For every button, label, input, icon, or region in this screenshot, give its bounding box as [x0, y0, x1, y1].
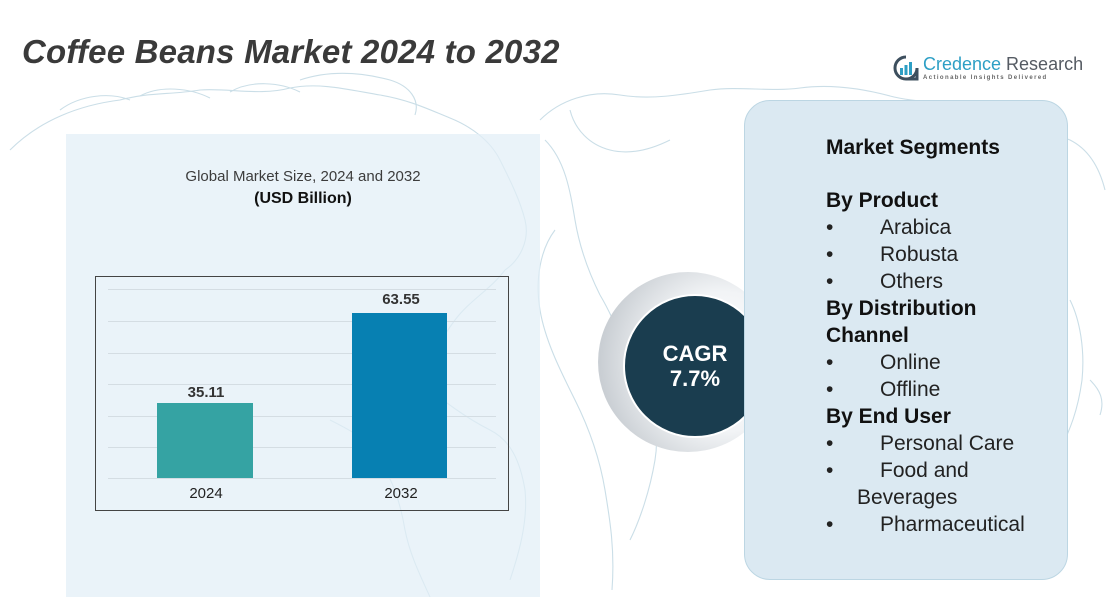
segment-item: • Pharmaceutical [826, 513, 1025, 536]
segment-item: • Others [826, 270, 944, 293]
segments-title: Market Segments [826, 136, 1000, 159]
segment-item: • Offline [826, 378, 941, 401]
bar-value-2032: 63.55 [382, 291, 420, 308]
segment-group-end-user: By End User [826, 405, 951, 428]
page-title: Coffee Beans Market 2024 to 2032 [22, 33, 560, 70]
bar-2024 [157, 403, 253, 478]
gridline [108, 289, 496, 290]
chart-panel [66, 134, 540, 597]
segment-item: • Food and Beverages [826, 459, 969, 509]
bar-chart-plot: 35.11 2024 63.55 2032 [95, 276, 509, 511]
bar-2032 [352, 313, 447, 478]
segment-item: • Online [826, 351, 941, 374]
cagr-label: CAGR [662, 340, 728, 366]
gridline [108, 478, 496, 479]
segment-item: • Arabica [826, 216, 952, 239]
market-segments-panel [744, 100, 1068, 580]
segment-item: • Personal Care [826, 432, 1015, 455]
gridline [108, 384, 496, 385]
logo-tagline: Actionable Insights Delivered [923, 75, 1048, 81]
gridline [108, 353, 496, 354]
bar-label-2024: 2024 [189, 485, 223, 502]
bar-label-2032: 2032 [384, 485, 418, 502]
chart-unit: (USD Billion) [254, 190, 352, 207]
segment-group-product: By Product [826, 189, 939, 212]
chart-title: Global Market Size, 2024 and 2032 [185, 168, 421, 185]
credence-research-logo: Credence Research Actionable Insights De… [893, 55, 1083, 81]
bar-chart-in-circle-icon [893, 55, 919, 81]
segment-group-distribution-channel: By Distribution Channel [826, 297, 977, 347]
bar-value-2024: 35.11 [187, 384, 225, 401]
market-segments-list: Market Segments By Product • Arabica • Rob… [826, 136, 1066, 538]
segment-item: • Robusta [826, 243, 959, 266]
gridline [108, 447, 496, 448]
logo-name: Credence Research [923, 54, 1084, 74]
gridline [108, 321, 496, 322]
cagr-value: 7.7% [669, 366, 721, 391]
gridline [108, 416, 496, 417]
